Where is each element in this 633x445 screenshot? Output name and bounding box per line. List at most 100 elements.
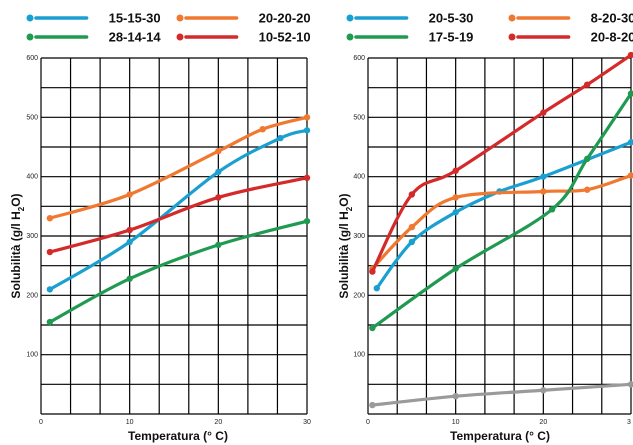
data-point	[627, 172, 633, 179]
data-point	[369, 268, 376, 275]
data-point	[452, 209, 459, 216]
legend-marker	[26, 14, 34, 22]
data-point	[627, 51, 633, 59]
data-point	[215, 241, 222, 249]
data-point	[452, 265, 459, 272]
y-tick-label: 600	[353, 55, 365, 62]
data-point	[215, 194, 222, 201]
legend-label: 20-8-20	[591, 30, 633, 45]
data-point	[369, 401, 376, 409]
x-tick-label: 10	[126, 419, 134, 426]
y-tick-label: 400	[353, 174, 365, 181]
data-point	[126, 238, 133, 246]
data-point	[126, 191, 133, 198]
y-tick-label: 600	[26, 55, 38, 62]
data-point	[215, 168, 222, 176]
legend-item: 20-20-20	[176, 11, 311, 26]
data-point	[627, 139, 633, 146]
legend-marker	[26, 33, 34, 41]
data-point	[583, 81, 591, 88]
y-tick-label: 300	[353, 233, 365, 240]
series-line-28-14-14	[48, 219, 309, 324]
data-point	[259, 126, 266, 133]
x-axis-title: Temperatura (° C)	[128, 429, 228, 443]
data-point	[369, 324, 376, 332]
series-group	[369, 51, 633, 409]
x-tick-label: 20	[214, 419, 222, 426]
legend-item: 20-8-20	[508, 30, 633, 45]
data-point	[540, 109, 547, 116]
series-line-10-52-10	[48, 176, 309, 254]
data-point	[303, 114, 311, 121]
data-point	[46, 318, 54, 326]
series-group	[46, 114, 311, 326]
x-tick-label: 20	[539, 419, 547, 426]
data-point	[408, 238, 416, 246]
legend-item: 17-5-19	[346, 30, 474, 45]
y-axis-title: Solubilità (g/l H2O)	[9, 193, 26, 298]
x-tick-label: 30	[303, 419, 311, 426]
data-point	[303, 127, 311, 134]
y-tick-label: 100	[26, 352, 38, 359]
series-line-15-15-30	[48, 128, 309, 291]
legend-marker	[346, 33, 354, 41]
legend-marker	[176, 14, 184, 22]
legend-marker	[508, 33, 516, 41]
legend-item: 10-52-10	[176, 30, 311, 45]
legend: 20-5-30 8-20-30 17-5-19 20-8-20	[346, 11, 633, 45]
y-tick-label: 400	[26, 174, 38, 181]
data-point	[583, 155, 591, 163]
legend-marker	[176, 33, 184, 41]
legend-label: 17-5-19	[429, 30, 474, 45]
y-tick-label: 100	[353, 352, 365, 359]
data-point	[540, 188, 547, 195]
data-point	[540, 173, 547, 180]
x-tick-label: 0	[39, 419, 43, 426]
data-point	[408, 223, 416, 231]
y-tick-label: 300	[26, 233, 38, 240]
data-point	[452, 194, 459, 201]
data-point	[46, 215, 54, 222]
data-point	[277, 134, 284, 142]
data-point	[452, 167, 459, 174]
y-tick-label: 200	[26, 292, 38, 299]
right-chart: 100 200 300 400 500 600 0 10 20 3 Temperatura (° C…	[337, 11, 633, 443]
grid	[367, 57, 632, 415]
data-point	[303, 174, 311, 182]
data-point	[303, 217, 311, 225]
legend-item: 8-20-30	[508, 11, 633, 26]
data-point	[408, 191, 416, 198]
legend-marker	[346, 14, 354, 22]
legend-item: 15-15-30	[26, 11, 161, 26]
data-point	[548, 206, 556, 213]
legend-label: 15-15-30	[109, 11, 161, 26]
y-tick-label: 500	[353, 114, 365, 121]
x-tick-label: 3	[627, 419, 631, 426]
legend-label: 10-52-10	[259, 30, 311, 45]
series-line-20-20-20	[48, 115, 309, 220]
data-point	[126, 275, 133, 282]
data-point	[627, 90, 633, 97]
data-point	[373, 285, 380, 292]
series-line-17-5-19	[370, 92, 633, 330]
data-point	[215, 147, 222, 155]
legend-label: 20-5-30	[429, 11, 474, 26]
data-point	[627, 381, 633, 388]
x-tick-label: 0	[366, 419, 370, 426]
left-chart: 100 200 300 400 500 600 0 10 20 30 Temperatura (° …	[9, 11, 311, 444]
legend: 15-15-30 20-20-20 28-14-14 10-52-10	[26, 11, 311, 45]
data-point	[46, 286, 54, 293]
legend-label: 8-20-30	[591, 11, 633, 26]
data-point	[126, 226, 133, 234]
legend-label: 28-14-14	[109, 30, 162, 45]
data-point	[583, 186, 591, 193]
y-tick-label: 500	[26, 114, 38, 121]
legend-marker	[508, 14, 516, 22]
grid	[40, 57, 308, 415]
series-line	[370, 382, 633, 407]
y-tick-label: 200	[353, 292, 365, 299]
legend-item: 20-5-30	[346, 11, 474, 26]
series-line-20-5-30	[375, 140, 633, 290]
legend-item: 28-14-14	[26, 30, 162, 45]
